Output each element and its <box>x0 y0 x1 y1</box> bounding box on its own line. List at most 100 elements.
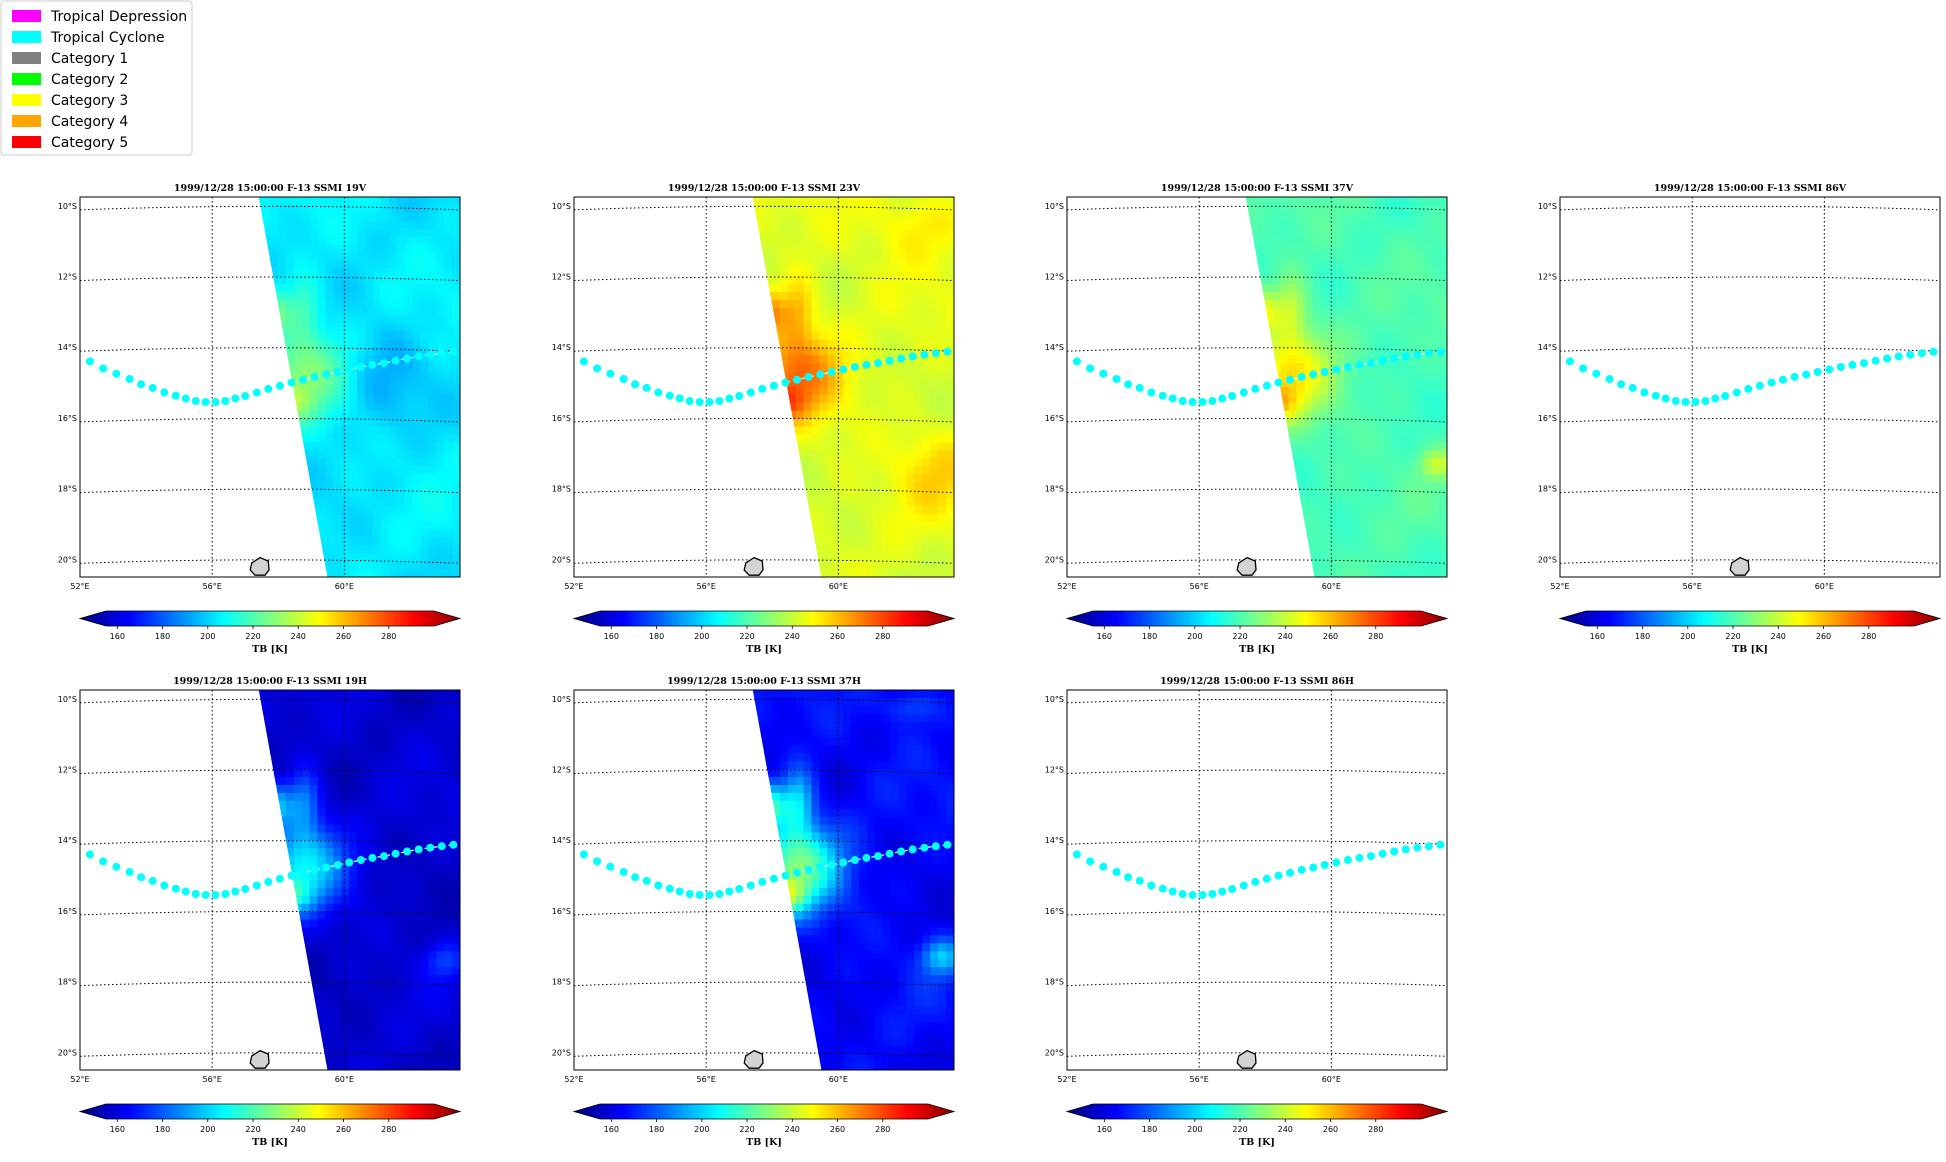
track-point <box>426 350 435 359</box>
lat-tick-label: 10°S <box>58 202 77 211</box>
graticule <box>1067 197 1447 577</box>
track-point <box>885 849 894 858</box>
track-point <box>1124 873 1133 882</box>
track-point <box>380 852 388 861</box>
track-point <box>148 383 157 392</box>
lon-tick-label: 56°E <box>203 582 222 591</box>
colorbar-tick-label: 160 <box>1097 1125 1112 1134</box>
track-point <box>1274 871 1283 880</box>
track-point <box>769 381 778 390</box>
track-point <box>333 861 342 869</box>
track-point <box>1188 398 1197 406</box>
storm-track <box>85 840 458 899</box>
track-point <box>1297 372 1306 381</box>
colorbar-tick-label: 180 <box>1142 632 1157 641</box>
lat-tick-label: 16°S <box>58 414 77 423</box>
map-area <box>1067 197 1447 577</box>
colorbar-tick-label: 260 <box>830 632 845 641</box>
colorbar-tick-label: 260 <box>830 1125 845 1134</box>
track-point <box>1617 380 1626 389</box>
track-point <box>414 845 423 854</box>
track-point <box>769 874 778 883</box>
track-point <box>1147 881 1156 890</box>
track-point <box>1436 840 1445 849</box>
panel-86H: 1999/12/28 15:00:00 F-13 SSMI 86H 10°S 12°… <box>1045 676 1449 1148</box>
lon-tick-label: 60°E <box>335 582 354 591</box>
track-point <box>1628 383 1637 392</box>
track-point <box>619 868 628 876</box>
track-point <box>201 891 210 899</box>
colorbar-tick-label: 240 <box>1278 1125 1293 1134</box>
panel-19H: 1999/12/28 15:00:00 F-13 SSMI 19H 10°S 12°… <box>58 676 462 1148</box>
track-point <box>675 394 684 403</box>
lat-tick-label: 18°S <box>552 485 571 494</box>
legend-swatch <box>12 136 41 148</box>
colorbar-tick-label: 220 <box>1725 632 1740 641</box>
lat-tick-label: 10°S <box>1045 695 1064 704</box>
colorbar-tick-label: 240 <box>785 1125 800 1134</box>
lat-tick-label: 10°S <box>552 202 571 211</box>
track-point <box>1367 359 1375 368</box>
track-point <box>299 868 307 877</box>
track-point <box>631 380 640 389</box>
track-point <box>231 394 240 403</box>
lon-tick-label: 52°E <box>70 1075 89 1084</box>
track-point <box>827 861 836 869</box>
lat-tick-label: 14°S <box>552 836 571 845</box>
panel-19V: 1999/12/28 15:00:00 F-13 SSMI 19V 10°S 12°… <box>58 183 462 655</box>
lon-tick-label: 60°E <box>335 1075 354 1084</box>
track-point <box>264 384 273 393</box>
lon-tick-label: 56°E <box>1190 1075 1209 1084</box>
track-point <box>897 847 906 856</box>
panel-37V: 1999/12/28 15:00:00 F-13 SSMI 37V 10°S 12°… <box>1045 183 1449 655</box>
track-point <box>1413 843 1422 852</box>
track-point <box>1188 891 1197 899</box>
track-point <box>816 863 825 872</box>
track-point <box>839 858 848 867</box>
track-point <box>631 873 640 882</box>
lat-tick-label: 20°S <box>1045 1048 1064 1057</box>
map-area <box>574 690 954 1070</box>
map-frame <box>1066 196 1448 578</box>
track-point <box>1355 853 1364 862</box>
track-point <box>920 843 929 852</box>
lon-tick-label: 56°E <box>1190 582 1209 591</box>
panel-37H: 1999/12/28 15:00:00 F-13 SSMI 37H 10°S 12°… <box>552 676 956 1148</box>
panel-title: 1999/12/28 15:00:00 F-13 SSMI 86H <box>1160 676 1354 687</box>
track-point <box>746 388 755 397</box>
lon-tick-label: 52°E <box>564 582 583 591</box>
track-point <box>874 359 882 368</box>
lat-tick-label: 14°S <box>1045 343 1064 352</box>
storm-track <box>1565 347 1938 406</box>
track-point <box>1124 380 1133 389</box>
track-point <box>191 890 200 898</box>
legend-label: Category 3 <box>51 93 128 109</box>
lat-tick-label: 14°S <box>1538 343 1557 352</box>
colorbar-tick-label: 200 <box>200 632 215 641</box>
colorbar: 160 180 200 220 240 260 280 TB [K] <box>1558 610 1942 655</box>
colorbar-tick-label: 220 <box>245 1125 260 1134</box>
colorbar-tick-label: 260 <box>336 632 351 641</box>
track-point <box>1711 394 1720 403</box>
lat-tick-label: 12°S <box>1045 766 1064 775</box>
track-point <box>1836 363 1845 371</box>
lat-tick-label: 16°S <box>1538 414 1557 423</box>
lat-tick-label: 20°S <box>1538 555 1557 564</box>
track-point <box>850 856 859 864</box>
colorbar-tick-label: 220 <box>739 632 754 641</box>
colorbar-tick-label: 180 <box>649 632 664 641</box>
lat-tick-label: 18°S <box>58 485 77 494</box>
legend-swatch <box>12 94 41 106</box>
track-point <box>1802 370 1811 379</box>
track-point <box>85 357 94 366</box>
colorbar-tick-label: 280 <box>1861 632 1876 641</box>
track-point <box>137 873 146 882</box>
track-point <box>1218 887 1227 896</box>
legend-label: Category 2 <box>51 72 128 88</box>
track-point <box>816 370 825 379</box>
track-point <box>310 865 319 874</box>
lat-tick-label: 16°S <box>552 414 571 423</box>
colorbar-tick-label: 180 <box>155 1125 170 1134</box>
lat-tick-label: 10°S <box>1045 202 1064 211</box>
track-point <box>264 877 273 886</box>
